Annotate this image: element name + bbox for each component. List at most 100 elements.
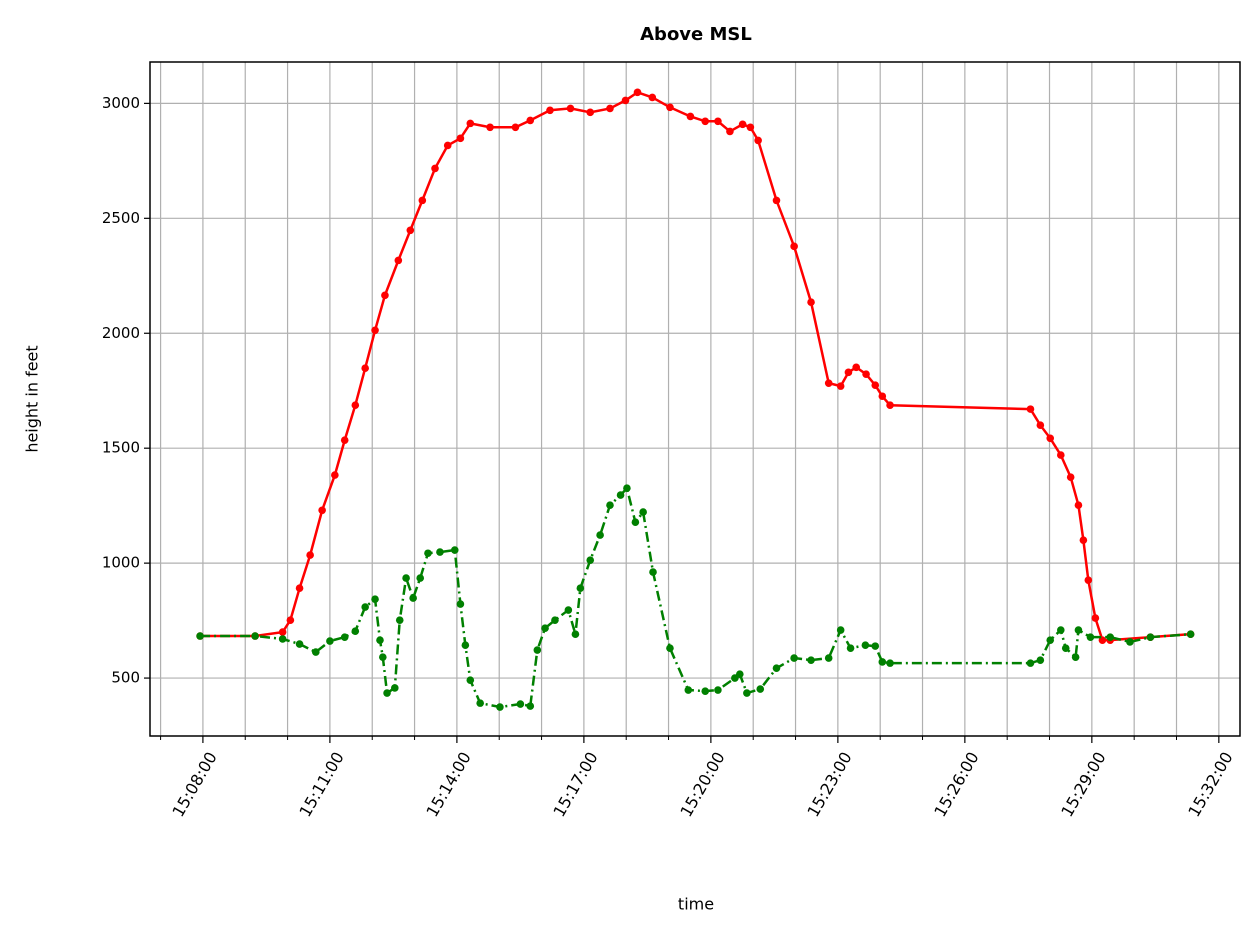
data-point [1061,644,1070,652]
data-point [1026,405,1035,413]
chart-title: Above MSL [640,24,752,45]
data-point [1057,451,1065,459]
x-tick-label: 15:32:00 [1184,749,1236,821]
data-point [376,636,384,644]
data-point [383,689,391,697]
data-point [871,642,880,650]
x-axis-label: time [678,895,714,914]
x-tick-label: 15:11:00 [295,749,347,821]
data-point [571,630,580,638]
data-point [278,635,287,643]
data-point [311,648,320,656]
data-point [511,123,520,132]
data-point [836,626,845,634]
data-point [391,684,399,692]
data-point [714,686,722,694]
y-tick-label: 3000 [102,94,140,112]
data-point [418,196,427,205]
data-point [351,401,360,410]
data-point [395,616,404,624]
data-point [436,548,444,556]
data-point [424,549,432,558]
data-point [606,501,614,510]
data-point [486,123,494,132]
data-point [648,93,657,102]
data-point [351,627,360,635]
data-point [807,656,815,664]
data-point [1106,633,1114,641]
data-point [1057,626,1065,634]
data-point [1046,434,1055,443]
data-point [1074,501,1083,510]
data-point [251,632,259,640]
data-point [295,640,304,648]
y-tick-label: 1000 [102,554,140,572]
data-point [1066,473,1075,481]
series-line [200,485,1191,709]
data-point [394,256,403,265]
data-point [621,96,630,105]
data-point [443,141,452,150]
data-point [406,226,415,235]
data-point [1026,659,1035,667]
data-point [331,471,339,479]
data-point [564,606,573,614]
data-point [295,584,304,592]
data-point [686,112,695,121]
data-point [1084,576,1093,584]
x-tick-label: 15:17:00 [549,749,601,821]
data-point [1071,653,1080,661]
data-point [1146,633,1155,641]
data-point [526,116,535,125]
data-point [286,616,295,624]
data-point [379,653,387,661]
x-tick-label: 15:26:00 [930,749,982,821]
data-point [743,689,751,697]
data-point [461,641,470,649]
data-point [871,381,880,390]
data-point [361,364,369,372]
data-point [639,508,647,516]
data-point [886,659,894,667]
y-tick-label: 1500 [102,439,140,457]
data-point [516,700,525,708]
data-point [546,106,554,115]
data-point [846,644,855,652]
data-point [586,108,595,117]
data-point [666,103,674,112]
data-point [772,664,781,672]
data-point [466,119,475,128]
data-point [861,641,870,649]
data-point [196,632,204,640]
data-point [371,326,379,335]
data-point [684,686,693,694]
data-point [1046,636,1055,644]
data-point [836,382,845,390]
data-point [714,117,722,126]
data-point [633,88,642,97]
data-point [456,134,465,143]
data-point [649,568,657,576]
data-point [738,120,747,129]
y-tick-label: 2500 [102,209,140,227]
data-point [844,368,853,377]
data-point [371,595,379,604]
data-point [1126,638,1134,646]
data-point [862,370,870,378]
data-point [756,685,765,693]
data-point [306,551,314,559]
data-point [616,491,625,499]
plot-area [150,62,1240,736]
data-point [1036,421,1045,430]
data-point [886,401,894,410]
data-point [431,164,439,173]
data-point [551,616,559,624]
data-point [1091,614,1100,622]
data-point [576,584,585,592]
x-tick-label: 15:23:00 [803,749,855,821]
data-point [666,644,674,652]
data-point [340,633,349,641]
data-point [496,703,504,711]
data-point [361,603,369,611]
